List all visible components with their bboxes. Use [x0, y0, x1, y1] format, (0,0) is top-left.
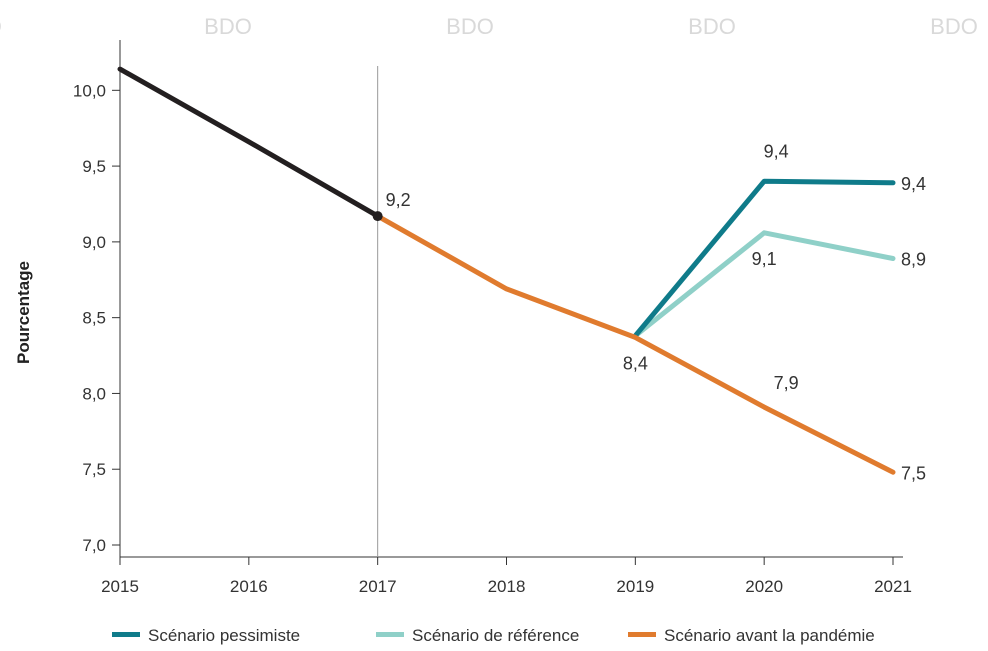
watermark-text: BDO: [0, 14, 2, 39]
data-label: 8,9: [901, 250, 926, 270]
axis-layer: 7,0 7,5 8,0 8,5 9,0 9,5 10,0 2015 2016 2017 2018 20…: [14, 40, 912, 596]
legend-label: Scénario pessimiste: [148, 626, 300, 645]
data-label: 9,4: [901, 174, 926, 194]
x-tick-label: 2017: [359, 577, 397, 596]
x-tick-label: 2019: [616, 577, 654, 596]
legend-label: Scénario de référence: [412, 626, 579, 645]
watermark-text: BDO: [204, 14, 252, 39]
y-tick-label: 8,0: [82, 384, 106, 403]
legend-label: Scénario avant la pandémie: [664, 626, 875, 645]
watermark-text: BDO: [930, 14, 978, 39]
data-label: 9,1: [752, 249, 777, 269]
x-tick-label: 2020: [745, 577, 783, 596]
watermark-text: BDO: [688, 14, 736, 39]
junction-point-marker: [372, 211, 383, 222]
series-line-reference: [632, 230, 896, 339]
legend-swatch-reference: [376, 632, 404, 637]
watermark-text: BDO: [446, 14, 494, 39]
data-label-layer: 9,2 8,4 9,4 9,1 7,9 9,4 8,9 7,5: [386, 141, 926, 483]
series-layer: [117, 66, 896, 475]
data-label: 8,4: [623, 353, 648, 373]
watermark-layer: BDO BDO BDO BDO BDO: [0, 14, 978, 39]
y-tick-label: 7,5: [82, 460, 106, 479]
y-tick-label: 7,0: [82, 536, 106, 555]
x-tick-label: 2018: [488, 577, 526, 596]
legend-swatch-avant_pandemie: [628, 632, 656, 637]
y-tick-label: 8,5: [82, 309, 106, 328]
x-tick-label: 2021: [874, 577, 912, 596]
y-tick-label: 9,0: [82, 233, 106, 252]
data-label: 7,9: [774, 373, 799, 393]
x-tick-label: 2015: [101, 577, 139, 596]
legend-item-avant_pandemie: Scénario avant la pandémie: [628, 626, 875, 645]
x-tick-label: 2016: [230, 577, 268, 596]
legend: Scénario pessimiste Scénario de référence…: [112, 626, 875, 645]
series-line-historique: [117, 66, 381, 219]
y-tick-label: 10,0: [73, 81, 106, 100]
legend-item-reference: Scénario de référence: [376, 626, 579, 645]
legend-item-pessimiste: Scénario pessimiste: [112, 626, 300, 645]
series-line-pessimiste: [632, 178, 896, 339]
data-label: 7,5: [901, 463, 926, 483]
y-axis-title: Pourcentage: [14, 261, 33, 364]
legend-swatch-pessimiste: [112, 632, 140, 637]
data-label: 9,4: [764, 141, 789, 161]
y-tick-label: 9,5: [82, 157, 106, 176]
data-label: 9,2: [386, 190, 411, 210]
series-line-avant_pandemie: [375, 213, 896, 475]
